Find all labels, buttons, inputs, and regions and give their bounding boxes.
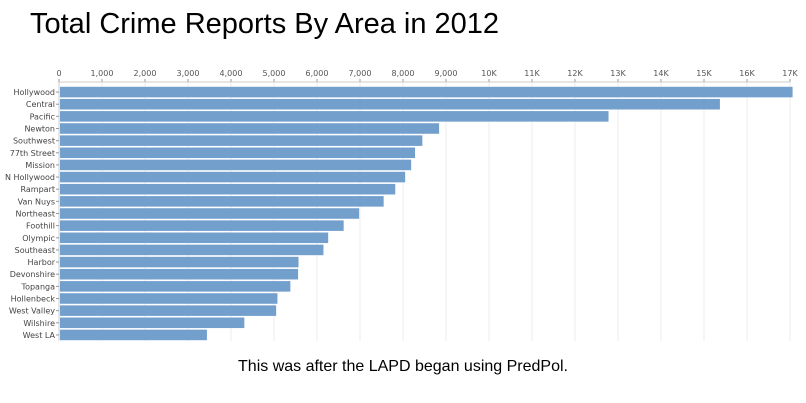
category-label: Southwest xyxy=(13,137,55,146)
bar xyxy=(60,329,207,341)
category-label: Hollywood xyxy=(14,88,56,97)
category-label: Van Nuys xyxy=(18,197,55,206)
bar xyxy=(60,268,299,280)
bar xyxy=(60,147,416,159)
bar xyxy=(60,305,277,316)
category-label: Southeast xyxy=(15,246,55,255)
bar xyxy=(60,171,406,183)
x-tick-label: 8,000 xyxy=(392,69,415,78)
category-label: Harbor xyxy=(28,258,56,267)
bar xyxy=(60,135,423,146)
x-tick-label: 5,000 xyxy=(263,69,286,78)
category-label: Pacific xyxy=(30,112,55,121)
category-label: 77th Street xyxy=(10,149,55,158)
x-tick-label: 15K xyxy=(696,69,712,78)
bar xyxy=(60,183,396,195)
x-tick-label: 12K xyxy=(567,69,583,78)
bar xyxy=(60,293,278,304)
chart-title: Total Crime Reports By Area in 2012 xyxy=(30,8,500,40)
category-label: Newton xyxy=(24,125,55,134)
x-tick-label: 14K xyxy=(653,69,669,78)
bar xyxy=(60,317,245,329)
bar xyxy=(60,111,609,122)
category-label: Wilshire xyxy=(23,319,55,328)
x-tick-label: 16K xyxy=(739,69,755,78)
category-label: Central xyxy=(26,100,55,109)
category-label: Olympic xyxy=(22,234,55,243)
bar xyxy=(60,86,793,98)
bar xyxy=(60,256,299,268)
bar xyxy=(60,208,360,219)
bar xyxy=(60,281,291,292)
x-tick-label: 17K xyxy=(782,69,798,78)
x-tick-label: 3,000 xyxy=(177,69,200,78)
x-tick-label: 6,000 xyxy=(306,69,329,78)
category-label: Rampart xyxy=(21,185,55,194)
category-label: N Hollywood xyxy=(5,173,55,182)
bar xyxy=(60,196,384,207)
category-label: Hollenbeck xyxy=(11,295,56,304)
bar xyxy=(60,159,412,171)
category-label: Mission xyxy=(25,161,55,170)
category-label: Foothill xyxy=(26,222,55,231)
x-tick-label: 1,000 xyxy=(91,69,114,78)
category-label: Devonshire xyxy=(10,270,55,279)
category-label: West Valley xyxy=(9,307,55,316)
bar xyxy=(60,98,720,110)
bar xyxy=(60,232,329,244)
x-tick-label: 13K xyxy=(610,69,626,78)
category-label: Northeast xyxy=(15,210,55,219)
bar xyxy=(60,220,344,231)
x-tick-label: 2,000 xyxy=(134,69,157,78)
x-tick-label: 4,000 xyxy=(220,69,243,78)
x-tick-label: 11K xyxy=(524,69,540,78)
category-label: West LA xyxy=(23,331,56,340)
chart-caption: This was after the LAPD began using Pred… xyxy=(238,358,568,375)
x-tick-label: 10K xyxy=(481,69,497,78)
x-tick-label: 7,000 xyxy=(349,69,372,78)
x-tick-label: 9,000 xyxy=(435,69,458,78)
x-tick-label: 0 xyxy=(56,69,61,78)
bar xyxy=(60,244,324,256)
bar xyxy=(60,123,440,134)
category-label: Topanga xyxy=(21,282,56,291)
